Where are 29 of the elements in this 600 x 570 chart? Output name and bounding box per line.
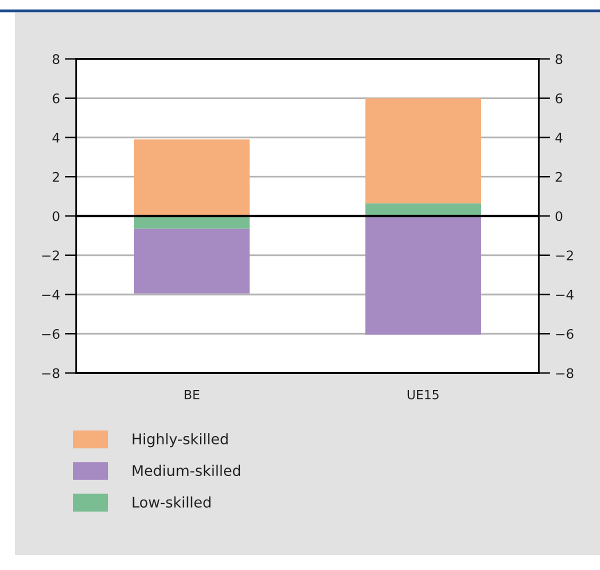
y-tick-label: 0	[52, 211, 60, 222]
bar	[365, 216, 481, 335]
y-tick-label: 4	[52, 132, 60, 142]
legend-label: Highly-skilled	[132, 433, 228, 448]
bar	[134, 139, 250, 216]
bar	[134, 216, 250, 229]
y2-tick-label: 8	[556, 54, 562, 64]
y-tick-label: 6	[52, 93, 60, 104]
y2-tick-label: 4	[555, 132, 562, 142]
y-tick-label: −4	[42, 290, 60, 300]
y2-tick-label: 2	[556, 172, 562, 182]
y-tick-label: 8	[52, 54, 60, 64]
y2-tick-label: 6	[556, 93, 562, 104]
bar	[134, 228, 250, 294]
y-tick-label: −2	[42, 250, 59, 260]
y-tick-label: −6	[42, 328, 60, 339]
y-tick-label: −8	[42, 368, 60, 378]
legend-label: Low-skilled	[132, 496, 210, 508]
y-tick-label: 2	[52, 172, 59, 182]
x-tick-label: BE	[184, 390, 200, 400]
y2-tick-label: −6	[556, 328, 574, 339]
legend-label: Medium-skilled	[132, 464, 240, 476]
bar	[365, 98, 481, 204]
x-tick-label: UE15	[408, 390, 439, 400]
y2-tick-label: −8	[556, 368, 574, 378]
bar	[365, 203, 481, 216]
y2-tick-label: −4	[556, 290, 574, 300]
y2-tick-label: 0	[556, 211, 562, 222]
y2-tick-label: −2	[556, 250, 573, 260]
